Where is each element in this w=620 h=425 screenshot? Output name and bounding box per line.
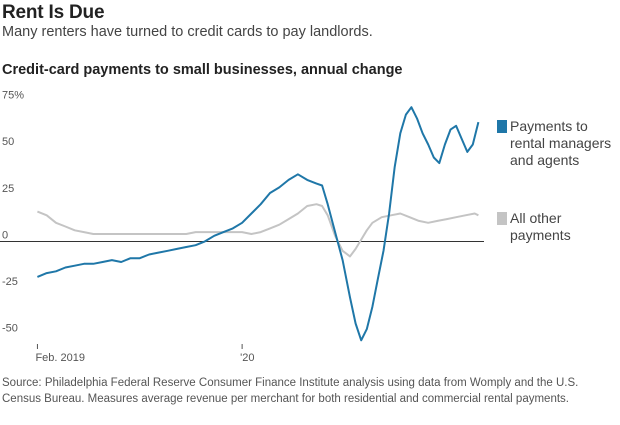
series-lines	[37, 106, 480, 342]
y-tick-label: 75%	[2, 90, 24, 102]
legend-item-rental: Payments to rental managers and agents	[497, 118, 617, 174]
series-line-other	[37, 203, 479, 258]
legend-swatch-rental	[497, 120, 507, 133]
y-tick-label: -50	[2, 323, 18, 335]
legend-swatch-other	[497, 212, 507, 225]
y-tick-label: 25	[2, 183, 14, 195]
y-tick-label: 0	[2, 229, 8, 241]
x-tick-label: Feb. 2019	[35, 352, 85, 364]
y-tick-label: -25	[2, 276, 18, 288]
y-tick-label: 50	[2, 136, 14, 148]
legend-item-other: All other payments	[497, 210, 617, 250]
source-note: Source: Philadelphia Federal Reserve Con…	[2, 377, 579, 405]
line-chart: -50 -25 0 25 50 75% Feb. 2019 '20	[0, 90, 484, 364]
x-tick-label: '20	[240, 352, 254, 364]
x-axis-ticks: Feb. 2019 '20	[35, 344, 254, 364]
y-axis-ticks: -50 -25 0 25 50 75%	[2, 90, 24, 335]
chart-headline: Rent Is Due	[2, 2, 105, 23]
legend-label-rental: Payments to rental managers and agents	[510, 118, 612, 168]
series-line-rental	[37, 106, 480, 342]
legend-label-other: All other payments	[510, 210, 571, 243]
chart-title: Credit-card payments to small businesses…	[2, 62, 403, 78]
chart-dek: Many renters have turned to credit cards…	[2, 24, 373, 40]
